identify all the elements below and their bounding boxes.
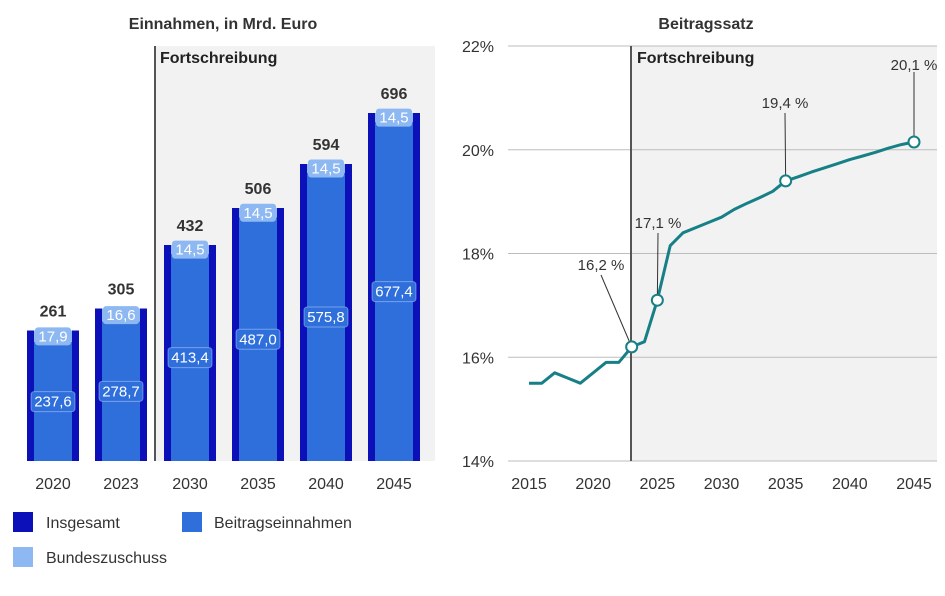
bundeszuschuss-label-bg-2030 — [172, 240, 208, 259]
x-tick-2020: 2020 — [575, 476, 611, 493]
gridlines: 14% 16% 18% 20% 22% 2015 2020 2025 2030 2035 2040 2… — [462, 39, 937, 493]
y-tick-22: 22% — [462, 39, 494, 56]
x-tick-2045: 2045 — [376, 476, 412, 493]
beitragseinnahmen-label-bg-2030 — [167, 347, 213, 369]
total-label-2040: 594 — [313, 137, 340, 154]
bundeszuschuss-label-bg-2040 — [308, 159, 344, 178]
legend-label-bundeszuschuss: Bundeszuschuss — [46, 550, 167, 567]
marker-label-2023: 16,2 % — [578, 257, 625, 274]
x-tick-2035: 2035 — [768, 476, 804, 493]
income-bar-chart: Einnahmen, in Mrd. Euro Fortschreibung 2… — [27, 16, 435, 493]
y-tick-20: 20% — [462, 143, 494, 160]
x-tick-2035: 2035 — [240, 476, 276, 493]
beitragseinnahmen-label-bg-2035 — [235, 328, 281, 350]
legend-swatch-beitragseinnahmen — [182, 512, 202, 532]
bundeszuschuss-label-bg-2045 — [376, 108, 412, 127]
y-tick-14: 14% — [462, 454, 494, 471]
bundeszuschuss-label-2020: 17,9 — [38, 328, 67, 345]
beitragseinnahmen-label-2023: 278,7 — [102, 383, 140, 400]
marker-label-2035: 19,4 % — [762, 95, 809, 112]
total-label-2045: 696 — [381, 86, 408, 103]
marker-label-2025: 17,1 % — [635, 215, 682, 232]
marker-2045 — [907, 135, 921, 149]
y-tick-16: 16% — [462, 350, 494, 367]
beitragseinnahmen-label-2045: 677,4 — [375, 284, 413, 301]
x-tick-2025: 2025 — [640, 476, 676, 493]
bundeszuschuss-label-bg-2023 — [103, 306, 139, 325]
contribution-rate-line-chart: Beitragssatz 14% 16% 18% 20% 22% 2015 2020 2025… — [462, 16, 937, 493]
x-tick-2020: 2020 — [35, 476, 71, 493]
total-label-2020: 261 — [40, 304, 67, 321]
x-tick-2015: 2015 — [511, 476, 547, 493]
x-tick-2023: 2023 — [103, 476, 139, 493]
x-tick-2030: 2030 — [704, 476, 740, 493]
marker-label-2045: 20,1 % — [891, 57, 938, 74]
marker-2035 — [779, 174, 793, 188]
legend-label-insgesamt: Insgesamt — [46, 515, 120, 532]
legend: Insgesamt Beitragseinnahmen Bundeszuschu… — [13, 512, 352, 567]
income-chart-title: Einnahmen, in Mrd. Euro — [129, 16, 318, 33]
beitragseinnahmen-label-2040: 575,8 — [307, 309, 345, 326]
x-tick-2030: 2030 — [172, 476, 208, 493]
x-tick-2040: 2040 — [832, 476, 868, 493]
beitragseinnahmen-label-bg-2045 — [371, 281, 417, 303]
bundeszuschuss-label-2040: 14,5 — [311, 161, 340, 178]
total-label-2023: 305 — [108, 282, 135, 299]
bundeszuschuss-label-2035: 14,5 — [243, 205, 272, 222]
bundeszuschuss-label-2023: 16,6 — [106, 307, 135, 324]
bundeszuschuss-label-2045: 14,5 — [379, 110, 408, 127]
bundeszuschuss-label-bg-2020 — [35, 327, 71, 346]
marker-2023 — [625, 340, 639, 354]
beitragseinnahmen-label-2020: 237,6 — [34, 394, 72, 411]
y-tick-18: 18% — [462, 247, 494, 264]
projection-label: Fortschreibung — [637, 50, 754, 67]
beitragseinnahmen-label-2030: 413,4 — [171, 350, 209, 367]
beitragseinnahmen-label-bg-2040 — [303, 306, 349, 328]
marker-leader-2025 — [656, 232, 659, 301]
legend-swatch-bundeszuschuss — [13, 547, 33, 567]
beitragseinnahmen-label-bg-2020 — [30, 391, 76, 413]
beitragseinnahmen-label-bg-2023 — [98, 380, 144, 402]
line-group: 16,2 % 17,1 % 19,4 % 20,1 % — [529, 57, 938, 385]
x-tick-2040: 2040 — [308, 476, 344, 493]
marker-leader-2023 — [600, 274, 633, 348]
projection-label: Fortschreibung — [160, 50, 277, 67]
marker-2025 — [650, 293, 664, 307]
beitragseinnahmen-label-2035: 487,0 — [239, 331, 277, 348]
bundeszuschuss-label-2030: 14,5 — [175, 242, 204, 259]
rate-chart-title: Beitragssatz — [658, 16, 753, 33]
contribution-rate-line — [529, 140, 915, 385]
marker-leader-2035 — [784, 112, 787, 181]
total-label-2030: 432 — [177, 218, 204, 235]
total-label-2035: 506 — [245, 181, 272, 198]
legend-swatch-insgesamt — [13, 512, 33, 532]
legend-label-beitragseinnahmen: Beitragseinnahmen — [214, 515, 352, 532]
x-tick-2045: 2045 — [896, 476, 932, 493]
bars-group: 261 17,9 237,6 2020 305 16,6 278,7 2023 432 14,5 4… — [27, 86, 420, 493]
bundeszuschuss-label-bg-2035 — [240, 203, 276, 222]
